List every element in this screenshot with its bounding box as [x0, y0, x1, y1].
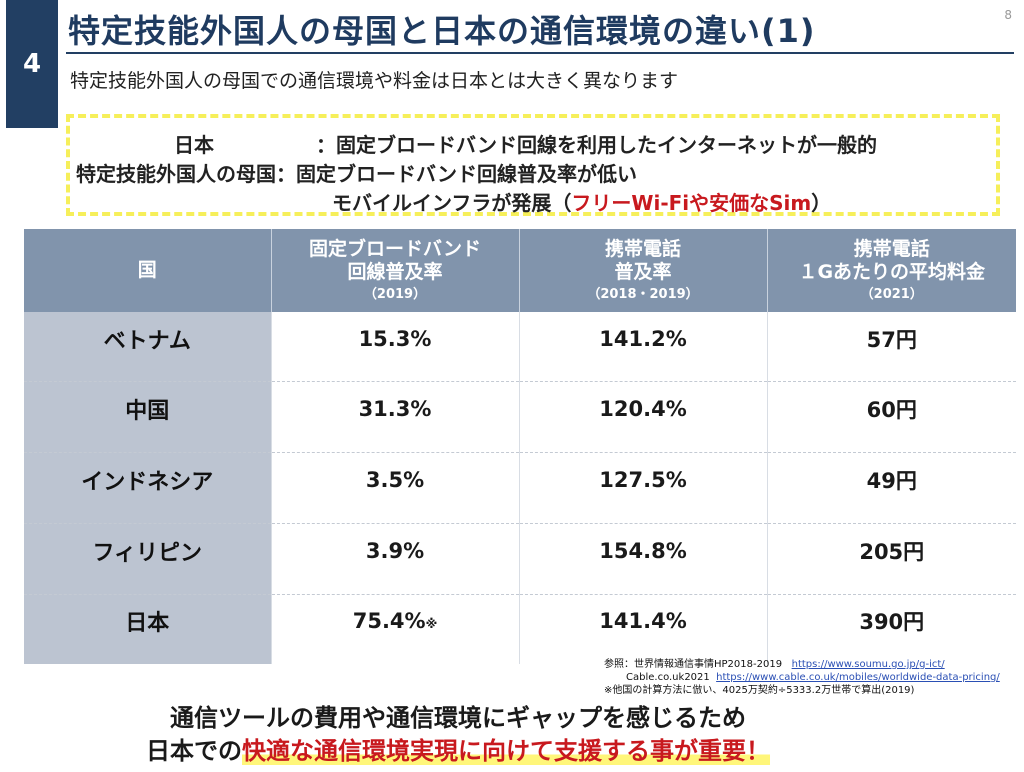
row-country: フィリピン: [24, 523, 272, 595]
row-country: 日本: [24, 594, 272, 664]
header-broadband: 固定ブロードバンド 回線普及率 （2019）: [271, 229, 520, 312]
row-mobile: 141.4%: [519, 594, 768, 664]
row-broadband: 75.4%※: [271, 594, 520, 664]
note-line-1-label: 日本: [174, 133, 214, 157]
footnote-mark: ※: [425, 617, 438, 632]
table-row: フィリピン 3.9% 154.8% 205円: [24, 523, 1016, 595]
subtitle: 特定技能外国人の母国での通信環境や料金は日本とは大きく異なります: [70, 70, 679, 92]
page-number: 8: [1004, 8, 1012, 22]
row-broadband: 3.5%: [271, 452, 520, 524]
row-broadband: 3.9%: [271, 523, 520, 595]
header-mobile-price: 携帯電話 １Gあたりの平均料金 （2021）: [767, 229, 1016, 312]
row-broadband: 31.3%: [271, 381, 520, 454]
row-mobile: 120.4%: [519, 381, 768, 454]
row-country: 中国: [24, 381, 272, 454]
row-price: 390円: [859, 610, 925, 635]
row-mobile: 154.8%: [519, 523, 768, 595]
conclusion-line-2: 日本での快適な通信環境実現に向けて支援する事が重要！: [146, 737, 770, 765]
row-price: 57円: [767, 312, 1016, 383]
note-line-1-text: ：固定ブロードバンド回線を利用したインターネットが一般的: [316, 133, 877, 157]
reference-link-cable[interactable]: https://www.cable.co.uk/mobiles/worldwid…: [716, 672, 1000, 683]
table-row: インドネシア 3.5% 127.5% 49円: [24, 452, 1016, 524]
row-mobile: 141.2%: [519, 312, 768, 383]
table-row: 日本 75.4%※ 141.4% 390円: [24, 594, 1016, 664]
note-highlight-red: フリーWi-Fiや安価なSim: [571, 191, 812, 215]
header-country: 国: [24, 229, 272, 312]
row-mobile: 127.5%: [519, 452, 768, 524]
table-header-row: 国 固定ブロードバンド 回線普及率 （2019） 携帯電話 普及率 （2018・2019…: [24, 229, 1016, 312]
conclusion-highlight: 快適な通信環境実現に向けて支援する事が重要！: [242, 737, 770, 765]
row-price: 49円: [767, 452, 1016, 524]
conclusion-line-1: 通信ツールの費用や通信環境にギャップを感じるため: [170, 704, 746, 732]
page-title: 特定技能外国人の母国と日本の通信環境の違い(1): [68, 12, 816, 50]
row-price: 60円: [767, 381, 1016, 454]
note-line-3: モバイルインフラが発展（フリーWi-Fiや安価なSim）: [332, 191, 832, 215]
header-mobile-penetration: 携帯電話 普及率 （2018・2019）: [519, 229, 768, 312]
table-row: ベトナム 15.3% 141.2% 57円: [24, 312, 1016, 383]
row-broadband: 15.3%: [271, 312, 520, 383]
summary-note-box: 日本 ：固定ブロードバンド回線を利用したインターネットが一般的 特定技能外国人の…: [66, 114, 1000, 216]
note-line-2: 特定技能外国人の母国：固定ブロードバンド回線普及率が低い: [76, 162, 637, 186]
reference-link-soumu[interactable]: https://www.soumu.go.jp/g-ict/: [791, 659, 945, 670]
references: 参照：世界情報通信事情HP2018-2019 https://www.soumu…: [604, 659, 1000, 696]
row-price: 205円: [767, 523, 1016, 595]
row-country: ベトナム: [24, 312, 272, 383]
reference-footnote: ※他国の計算方法に倣い、4025万契約÷5333.2万世帯で算出(2019): [604, 685, 915, 696]
table-row: 中国 31.3% 120.4% 60円: [24, 381, 1016, 454]
row-country: インドネシア: [24, 452, 272, 524]
slide-number-badge: 4: [6, 0, 58, 128]
title-underline: [66, 52, 1014, 54]
comparison-table: 国 固定ブロードバンド 回線普及率 （2019） 携帯電話 普及率 （2018・2019…: [24, 229, 1016, 664]
